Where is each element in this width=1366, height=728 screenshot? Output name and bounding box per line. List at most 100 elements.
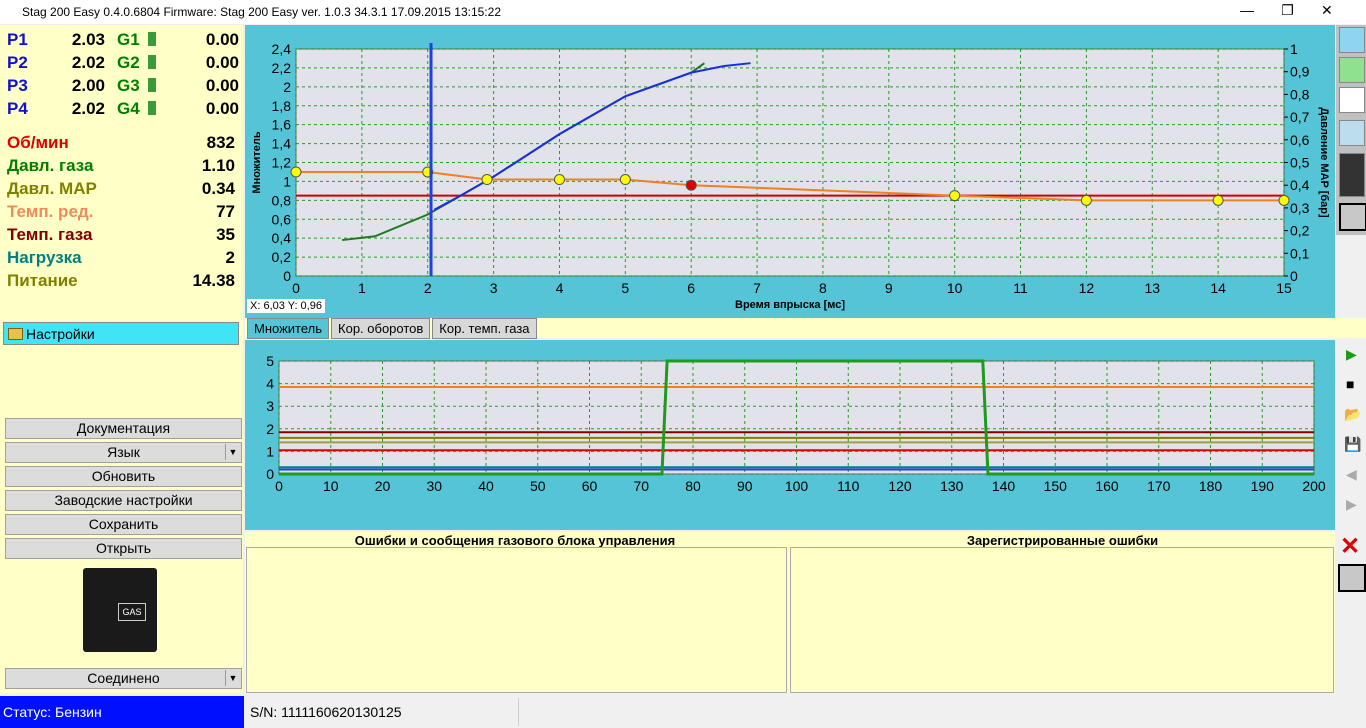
registered-list[interactable] (790, 547, 1334, 693)
y-tick-label: 1 (266, 443, 274, 459)
param-value: 1.10 (201, 156, 235, 175)
x-tick-label: 9 (885, 280, 893, 296)
connection-select[interactable]: Соединено (5, 668, 242, 689)
gas-value: 0.00 (205, 30, 239, 49)
x-tick-label: 12 (1079, 280, 1095, 296)
stop-button[interactable]: ■ (1346, 376, 1355, 392)
tool-button[interactable] (1339, 203, 1366, 231)
window-controls[interactable]: — ❐ ✕ (1240, 2, 1333, 18)
tool-button[interactable] (1339, 120, 1365, 146)
gas-value: 0.00 (205, 53, 239, 72)
x-tick-label: 6 (687, 280, 695, 296)
param-value: 14.38 (192, 271, 235, 290)
gas-value: 0.00 (205, 76, 239, 95)
y2-tick-label: 0,2 (1290, 223, 1310, 239)
tab[interactable]: Кор. оборотов (331, 318, 431, 339)
gas-label: G2 (117, 53, 140, 72)
tab[interactable]: Множитель (247, 318, 330, 339)
x-tick-label: 190 (1251, 478, 1275, 494)
injector-icon (148, 32, 156, 46)
errors-panel: Ошибки и сообщения газового блока управл… (245, 532, 1335, 693)
x-tick-label: 1 (358, 280, 366, 296)
y2-tick-label: 0,4 (1290, 177, 1310, 193)
x-tick-label: 60 (582, 478, 598, 494)
pressure-value: 2.02 (71, 99, 105, 118)
point-marker (481, 174, 493, 186)
y-tick-label: 0,4 (272, 230, 292, 246)
x-tick-label: 10 (947, 280, 963, 296)
y-tick-label: 3 (266, 398, 274, 414)
tool-button[interactable] (1338, 564, 1366, 592)
x-tick-label: 7 (753, 280, 761, 296)
y2-tick-label: 0,9 (1290, 64, 1310, 80)
tool-button[interactable] (1339, 87, 1365, 113)
top-chart-panel: 0 1 2 3 4 5 6 7 8 9 10 11 12 13 14 15 0 0,2 0,4 0,6 0,8 1 1,2 1… (245, 25, 1335, 318)
playback-toolbar: ▶ ■ 📂 💾 ◀ ▶ (1336, 340, 1366, 530)
param-value: 2 (225, 248, 235, 267)
play-button[interactable]: ▶ (1346, 346, 1357, 362)
point-marker (685, 179, 697, 191)
y-tick-label: 5 (266, 353, 274, 369)
tool-button[interactable] (1339, 57, 1365, 83)
pressure-value: 2.03 (71, 30, 105, 49)
y-tick-label: 0 (266, 466, 274, 482)
series-line (433, 62, 751, 211)
gas-label: G4 (117, 99, 140, 118)
y-tick-label: 0,2 (272, 249, 292, 265)
y-tick-label: 2 (283, 79, 291, 95)
menu-button[interactable]: Открыть (5, 538, 242, 559)
settings-button[interactable]: Настройки (3, 322, 239, 345)
prev-button[interactable]: ◀ (1346, 466, 1357, 482)
point-marker (949, 190, 961, 202)
menu-button[interactable]: Сохранить (5, 514, 242, 535)
x-tick-label: 140 (992, 478, 1016, 494)
menu-button[interactable]: Документация (5, 418, 242, 439)
x-tick-label: 40 (478, 478, 494, 494)
x-tick-label: 13 (1144, 280, 1160, 296)
x-tick-label: 90 (737, 478, 753, 494)
x-axis-label: Время впрыска [мс] (735, 299, 845, 311)
pressure-value: 2.00 (71, 76, 105, 95)
injector-icon (148, 55, 156, 69)
x-tick-label: 3 (490, 280, 498, 296)
point-marker (1278, 194, 1290, 206)
x-tick-label: 0 (275, 478, 283, 494)
dropdown-arrow: ▼ (225, 670, 240, 686)
x-tick-label: 8 (819, 280, 827, 296)
y2-tick-label: 0,3 (1290, 200, 1310, 216)
menu-button[interactable]: Язык (5, 442, 242, 463)
param-label: Давл. газа (7, 156, 94, 175)
pressure-label: P1 (7, 30, 28, 49)
clear-button[interactable]: ✕ (1340, 533, 1361, 560)
status: Статус: Бензин (0, 696, 244, 728)
tool-button[interactable] (1339, 27, 1365, 53)
y-tick-label: 2,4 (272, 41, 292, 57)
save-button[interactable]: 💾 (1344, 436, 1362, 452)
menu-button[interactable]: Обновить (5, 466, 242, 487)
series-line (296, 170, 1284, 202)
x-tick-label: 20 (375, 478, 391, 494)
x-tick-label: 50 (530, 478, 546, 494)
x-tick-label: 10 (323, 478, 339, 494)
y-tick-label: 2,2 (272, 60, 292, 76)
x-tick-label: 110 (837, 478, 860, 494)
open-button[interactable]: 📂 (1344, 406, 1362, 422)
menu-button[interactable]: Заводские настройки (5, 490, 242, 511)
x-tick-label: 130 (940, 478, 964, 494)
y-tick-label: 1,2 (272, 155, 292, 171)
gas-indicator-label: GAS (118, 603, 146, 621)
x-tick-label: 160 (1095, 478, 1119, 494)
next-button[interactable]: ▶ (1346, 496, 1357, 512)
x-tick-label: 0 (292, 280, 300, 296)
tab[interactable]: Кор. темп. газа (432, 318, 537, 339)
x-tick-label: 5 (621, 280, 629, 296)
x-tick-label: 15 (1276, 280, 1292, 296)
y-tick-label: 1,4 (272, 136, 292, 152)
x-tick-label: 170 (1147, 478, 1171, 494)
param-value: 77 (216, 202, 235, 221)
param-value: 0.34 (201, 179, 235, 198)
y-tick-label: 0,6 (272, 211, 292, 227)
pressure-label: P3 (7, 76, 28, 95)
errors-list[interactable] (246, 547, 787, 693)
